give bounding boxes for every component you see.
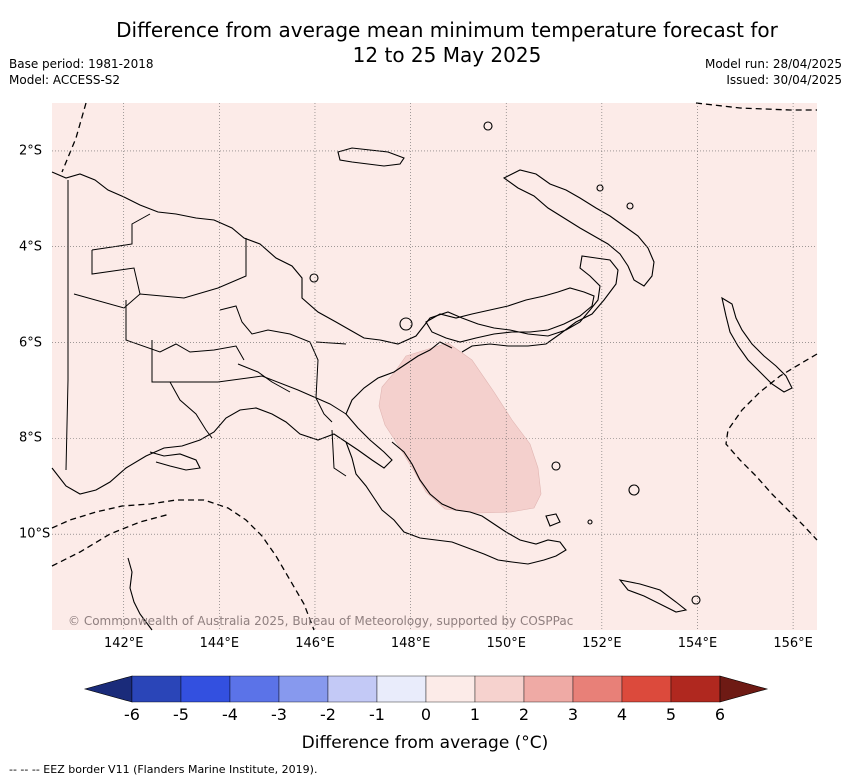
island — [551, 461, 561, 471]
border — [125, 300, 245, 361]
meta-right: Model run: 28/04/2025 Issued: 30/04/2025 — [705, 56, 842, 88]
new-britain-coast — [425, 287, 595, 343]
new-guinea-south-coast — [51, 341, 453, 495]
title-line-2: 12 to 25 May 2025 — [352, 43, 542, 67]
eez-border — [51, 513, 171, 567]
colorbar-segment — [131, 675, 182, 703]
colorbar-segment — [523, 675, 574, 703]
colorbar-segment — [572, 675, 623, 703]
longitude-label: 150°E — [486, 636, 526, 651]
island — [691, 595, 701, 605]
eez-footnote: -- -- -- EEZ border V11 (Flanders Marine… — [9, 763, 318, 776]
colorbar-tick-label: 5 — [665, 705, 677, 724]
colorbar-segment — [474, 675, 525, 703]
latitude-label: 4°S — [19, 239, 43, 255]
cape-york-coast — [127, 557, 153, 631]
eez-border — [51, 499, 315, 631]
trobriand-islands — [545, 513, 561, 527]
longitude-label: 146°E — [295, 636, 335, 651]
island — [309, 273, 319, 283]
coastlines — [51, 121, 793, 631]
colorbar-tick-label: -2 — [320, 705, 336, 724]
issued-date: Issued: 30/04/2025 — [726, 73, 842, 87]
colorbar-tick-label: 0 — [420, 705, 432, 724]
new-ireland-coast — [502, 169, 655, 287]
colorbar-segment — [376, 675, 427, 703]
island — [628, 484, 640, 496]
base-period: Base period: 1981-2018 — [9, 57, 154, 71]
model-run: Model run: 28/04/2025 — [704, 57, 842, 71]
eez-borders — [51, 102, 818, 631]
colorbar-segment — [670, 675, 721, 703]
latitude-label: 8°S — [19, 430, 43, 446]
island — [587, 519, 593, 525]
eez-border — [725, 353, 818, 541]
eez-border — [695, 102, 817, 111]
colorbar-tick-label: 2 — [518, 705, 530, 724]
fly-river-delta — [149, 451, 201, 471]
latitude-label: 10°S — [19, 526, 51, 542]
border — [331, 429, 347, 477]
border — [237, 363, 291, 393]
graticule — [52, 103, 817, 630]
longitude-label: 144°E — [199, 636, 240, 651]
island — [626, 202, 634, 210]
model-name: Model: ACCESS-S2 — [9, 73, 121, 87]
colorbar-segments — [83, 675, 769, 703]
latitude-label: 6°S — [19, 335, 43, 351]
colorbar-tick-label: 1 — [469, 705, 481, 724]
colorbar-tick-label: -5 — [173, 705, 189, 724]
colorbar-segment — [278, 675, 329, 703]
anomaly-region — [378, 342, 542, 514]
map-title: Difference from average mean minimum tem… — [62, 18, 832, 68]
colorbar-tick-label: 6 — [714, 705, 726, 724]
colorbar-tick-label: -4 — [222, 705, 238, 724]
colorbar-tick-label: 3 — [567, 705, 579, 724]
longitude-label: 154°E — [677, 636, 718, 651]
manus-island-coast — [337, 147, 405, 167]
copyright-notice: © Commonwealth of Australia 2025, Bureau… — [68, 614, 574, 628]
colorbar-segment — [180, 675, 231, 703]
colorbar-segment — [229, 675, 280, 703]
longitude-label: 152°E — [582, 636, 622, 651]
colorbar-extend-low — [83, 675, 133, 703]
anomaly-region-1-to-2 — [378, 342, 542, 514]
colorbar-tick-label: -6 — [124, 705, 140, 724]
longitude-label: 142°E — [103, 636, 144, 651]
colorbar-title: Difference from average (°C) — [301, 733, 549, 753]
colorbar-tick-label: 4 — [616, 705, 628, 724]
border — [169, 381, 213, 439]
border — [151, 340, 347, 415]
colorbar-segment — [327, 675, 378, 703]
colorbar-tick-label: -3 — [271, 705, 287, 724]
colorbar-segment — [425, 675, 476, 703]
longitude-label: 148°E — [390, 636, 431, 651]
island — [399, 317, 413, 331]
new-guinea-coastline — [51, 171, 619, 353]
bougainville-coast — [721, 296, 793, 393]
meta-left: Base period: 1981-2018 Model: ACCESS-S2 — [9, 56, 154, 88]
colorbar-tick-label: -1 — [369, 705, 385, 724]
border — [91, 250, 141, 295]
eez-border — [61, 102, 87, 173]
colorbar-extend-high — [719, 675, 769, 703]
louisiade-islands — [618, 579, 688, 613]
island — [483, 121, 493, 131]
border — [219, 305, 333, 423]
papuan-peninsula-coast — [345, 441, 567, 565]
title-line-1: Difference from average mean minimum tem… — [116, 18, 778, 42]
colorbar-segment — [621, 675, 672, 703]
island — [596, 184, 604, 192]
latitude-label: 2°S — [19, 143, 43, 159]
longitude-label: 156°E — [773, 636, 813, 651]
border — [315, 341, 347, 345]
